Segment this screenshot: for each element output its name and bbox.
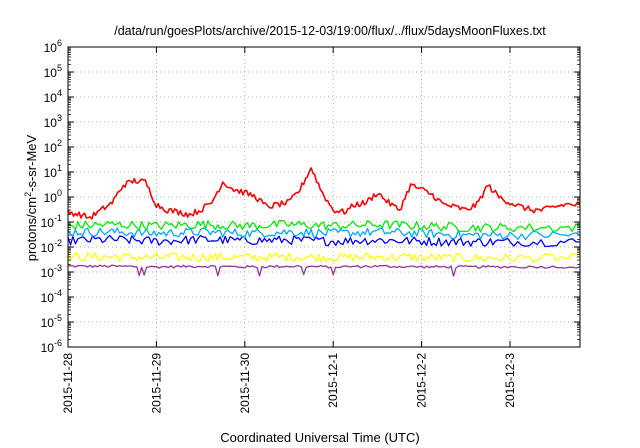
y-tick-label: 102 [44,138,62,155]
y-tick-label: 104 [44,88,62,105]
y-tick-exponent: 0 [57,188,62,198]
y-tick-label: 106 [44,38,62,55]
y-tick-label: 100 [44,188,62,205]
y-tick-exponent: 3 [57,113,62,123]
chart-title: /data/run/goesPlots/archive/2015-12-03/1… [114,24,546,38]
y-tick-exponent: -1 [54,213,62,223]
x-tick-label: 2015-12-1 [326,353,340,408]
y-tick-base: 10 [44,91,58,105]
y-tick-label: 101 [44,163,62,180]
y-tick-exponent: -4 [54,288,62,298]
y-tick-base: 10 [44,66,58,80]
y-tick-base: 10 [41,266,55,280]
series-line [67,252,581,264]
axes: 10-610-510-410-310-210-11001011021031041… [41,38,580,414]
y-axis-label: protons/cm2-s-sr-MeV [23,134,39,261]
y-tick-exponent: 5 [57,63,62,73]
y-tick-exponent: -5 [54,313,62,323]
y-tick-label: 103 [44,113,62,130]
y-tick-exponent: 6 [57,38,62,48]
x-tick-label: 2015-11-30 [238,353,252,414]
series-line [68,264,581,277]
series-layer [67,167,581,277]
y-tick-exponent: -2 [54,238,62,248]
y-tick-exponent: -6 [54,338,62,348]
y-tick-base: 10 [44,166,58,180]
series-line [67,167,581,220]
y-tick-exponent: -3 [54,263,62,273]
y-tick-base: 10 [41,216,55,230]
y-label-part: protons/cm [24,197,39,261]
series-line [67,234,580,248]
y-tick-base: 10 [41,341,55,355]
x-tick-label: 2015-12-2 [415,353,429,408]
y-tick-label: 105 [44,63,62,80]
series-line [67,219,581,233]
y-tick-base: 10 [44,191,58,205]
y-tick-label: 10-3 [41,263,62,280]
y-tick-label: 10-6 [41,338,62,355]
x-tick-label: 2015-11-28 [61,353,75,414]
y-tick-label: 10-2 [41,238,62,255]
y-tick-base: 10 [44,41,58,55]
y-tick-base: 10 [41,316,55,330]
y-label-superscript: 2 [23,192,33,197]
y-tick-label: 10-1 [41,213,62,230]
y-tick-exponent: 4 [57,88,62,98]
y-tick-label: 10-5 [41,313,62,330]
y-tick-base: 10 [44,141,58,155]
y-label-part: -s-sr-MeV [24,134,39,191]
y-tick-exponent: 1 [57,163,62,173]
y-tick-base: 10 [44,116,58,130]
y-tick-base: 10 [41,241,55,255]
x-axis-label: Coordinated Universal Time (UTC) [220,430,419,445]
y-tick-exponent: 2 [57,138,62,148]
x-tick-label: 2015-11-29 [149,353,163,414]
x-tick-label: 2015-12-3 [503,353,517,408]
series-line [67,227,581,241]
y-tick-base: 10 [41,291,55,305]
y-tick-label: 10-4 [41,288,62,305]
